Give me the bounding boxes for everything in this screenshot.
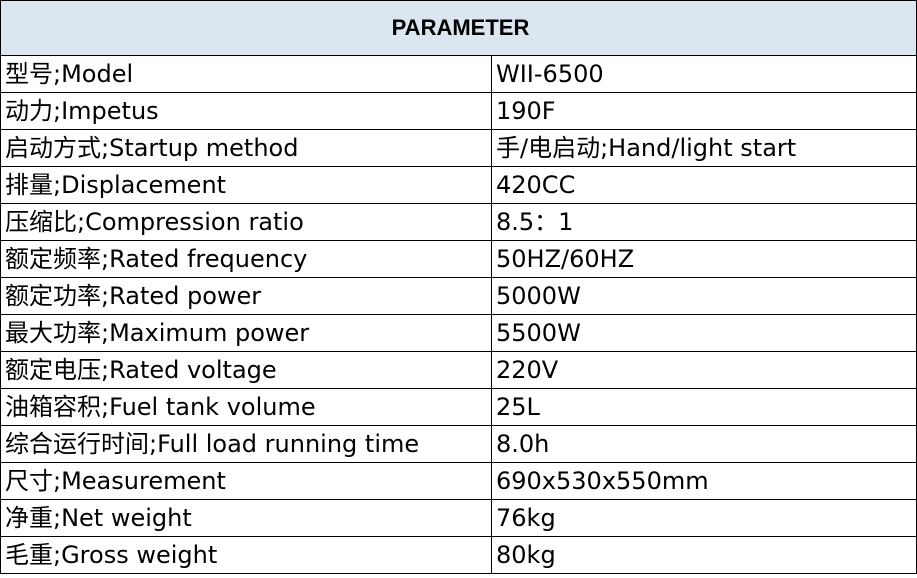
parameter-cell: 额定功率;Rated power — [0, 277, 492, 315]
value-cell: 80kg — [491, 536, 917, 574]
parameter-cell: 型号;Model — [0, 55, 492, 93]
value-cell: WII-6500 — [491, 55, 917, 93]
table-row: 综合运行时间;Full load running time 8.0h — [0, 425, 917, 463]
parameter-cell: 动力;Impetus — [0, 92, 492, 130]
parameter-cell: 额定频率;Rated frequency — [0, 240, 492, 278]
value-cell: 25L — [491, 388, 917, 426]
value-cell: 8.0h — [491, 425, 917, 463]
parameter-cell: 压缩比;Compression ratio — [0, 203, 492, 241]
table-row: 额定频率;Rated frequency 50HZ/60HZ — [0, 240, 917, 278]
value-cell: 220V — [491, 351, 917, 389]
table-row: 型号;Model WII-6500 — [0, 55, 917, 93]
parameter-cell: 毛重;Gross weight — [0, 536, 492, 574]
value-cell: 690x530x550mm — [491, 462, 917, 500]
parameter-cell: 启动方式;Startup method — [0, 129, 492, 167]
table-row: 排量;Displacement 420CC — [0, 166, 917, 204]
table-row: 尺寸;Measurement 690x530x550mm — [0, 462, 917, 500]
table-row: 油箱容积;Fuel tank volume 25L — [0, 388, 917, 426]
parameter-cell: 额定电压;Rated voltage — [0, 351, 492, 389]
parameter-cell: 综合运行时间;Full load running time — [0, 425, 492, 463]
value-cell: 5500W — [491, 314, 917, 352]
parameter-cell: 排量;Displacement — [0, 166, 492, 204]
value-cell: 50HZ/60HZ — [491, 240, 917, 278]
table-row: 动力;Impetus 190F — [0, 92, 917, 130]
table-row: 最大功率;Maximum power 5500W — [0, 314, 917, 352]
parameter-cell: 最大功率;Maximum power — [0, 314, 492, 352]
table-row: 额定功率;Rated power 5000W — [0, 277, 917, 315]
value-cell: 手/电启动;Hand/light start — [491, 129, 917, 167]
table-row: 净重;Net weight 76kg — [0, 499, 917, 537]
value-cell: 190F — [491, 92, 917, 130]
value-cell: 76kg — [491, 499, 917, 537]
header-row: PARAMETER — [0, 0, 917, 56]
value-cell: 420CC — [491, 166, 917, 204]
parameter-cell: 净重;Net weight — [0, 499, 492, 537]
table-row: 额定电压;Rated voltage 220V — [0, 351, 917, 389]
table-title: PARAMETER — [0, 0, 917, 56]
table-row: 压缩比;Compression ratio 8.5：1 — [0, 203, 917, 241]
value-cell: 5000W — [491, 277, 917, 315]
table-row: 毛重;Gross weight 80kg — [0, 536, 917, 574]
parameter-cell: 尺寸;Measurement — [0, 462, 492, 500]
value-cell: 8.5：1 — [491, 203, 917, 241]
parameter-cell: 油箱容积;Fuel tank volume — [0, 388, 492, 426]
table-row: 启动方式;Startup method 手/电启动;Hand/light star… — [0, 129, 917, 167]
